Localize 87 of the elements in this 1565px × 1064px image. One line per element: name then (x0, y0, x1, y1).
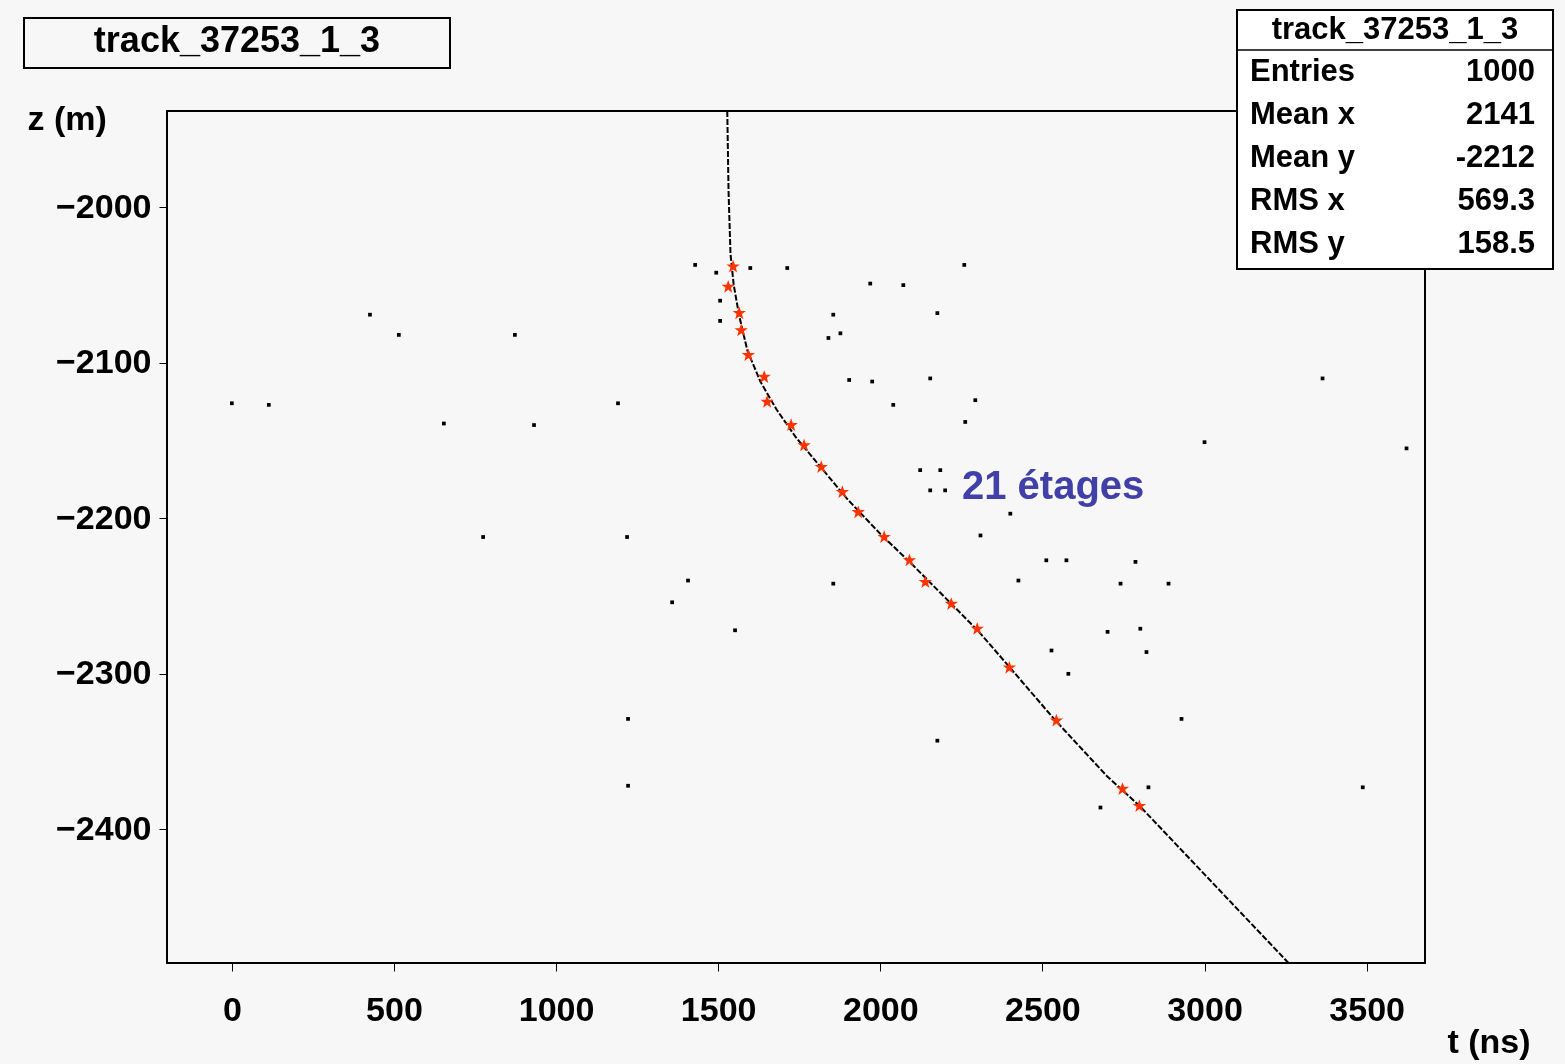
x-tick-label: 1500 (680, 989, 757, 1028)
annotation: Mean y (1250, 138, 1356, 174)
point (1138, 626, 1143, 631)
point (626, 783, 630, 788)
chart-title: track_37253_1_3 (93, 19, 381, 60)
point (1360, 785, 1365, 790)
y-tick-label: −2000 (56, 186, 152, 225)
point (814, 460, 828, 474)
x-tick-label: 3000 (1167, 989, 1243, 1028)
point (1049, 713, 1064, 727)
point (1115, 782, 1130, 795)
point (693, 263, 698, 267)
point (734, 323, 748, 337)
point (1002, 660, 1017, 674)
x-tick-label: 1000 (518, 989, 595, 1028)
annotation: 21 étages (962, 463, 1145, 507)
point (918, 468, 923, 473)
point (368, 312, 372, 317)
point (785, 266, 790, 270)
point (928, 488, 933, 493)
text: track_37253_1_3 (1271, 11, 1519, 46)
y-tick-label: −2100 (56, 342, 152, 381)
y-tick-label: −2300 (56, 653, 152, 692)
point (718, 319, 722, 323)
point (901, 283, 906, 287)
x-axis-title: t (ns) (1447, 1021, 1531, 1060)
point (616, 401, 620, 406)
text: Entries (1250, 52, 1356, 88)
text: -2212 (1455, 138, 1535, 174)
point (943, 488, 948, 493)
point (1008, 511, 1013, 516)
y-tick-label: −2200 (56, 497, 152, 536)
point (797, 438, 811, 452)
point (721, 279, 735, 293)
point (831, 312, 836, 317)
annotation: Mean x (1250, 95, 1356, 131)
y-tick-label: −2400 (56, 808, 152, 847)
point (396, 333, 401, 337)
x-tick-label: 500 (366, 989, 423, 1028)
point (266, 402, 271, 407)
point (732, 306, 746, 320)
point (229, 401, 234, 406)
point (757, 370, 771, 383)
point (670, 600, 675, 605)
point (851, 505, 865, 519)
point (784, 418, 798, 432)
point (944, 597, 959, 610)
point (481, 535, 485, 539)
text: 2141 (1466, 95, 1535, 131)
point (831, 581, 836, 586)
point (1132, 799, 1147, 813)
point (718, 298, 722, 303)
point (918, 575, 933, 589)
point (513, 333, 517, 337)
point (970, 622, 984, 635)
point (625, 535, 629, 539)
point (847, 378, 852, 382)
point (741, 348, 756, 362)
x-tick-label: 2500 (1005, 989, 1081, 1028)
x-tick-label: 3500 (1329, 989, 1405, 1028)
point (760, 395, 774, 408)
text: 569.3 (1457, 181, 1535, 217)
annotation: RMS y (1250, 224, 1346, 260)
point (902, 553, 917, 567)
point (973, 398, 978, 403)
point (1044, 558, 1049, 563)
point (626, 717, 630, 721)
point (935, 311, 940, 315)
point (962, 263, 967, 267)
point (714, 270, 719, 275)
point (532, 423, 536, 427)
point (891, 402, 896, 407)
point (1066, 671, 1071, 676)
annotation: RMS x (1250, 181, 1346, 217)
x-tick-label: 2000 (842, 989, 919, 1028)
point (877, 530, 891, 544)
y-axis-title: z (m) (27, 98, 107, 137)
point (935, 738, 940, 743)
point (748, 266, 753, 270)
text: 158.5 (1457, 224, 1535, 260)
point (726, 259, 740, 273)
point (938, 468, 943, 473)
x-tick-label: 0 (222, 989, 242, 1028)
point (835, 485, 850, 498)
point (963, 420, 968, 424)
point (733, 628, 737, 633)
text: 1000 (1466, 52, 1535, 88)
